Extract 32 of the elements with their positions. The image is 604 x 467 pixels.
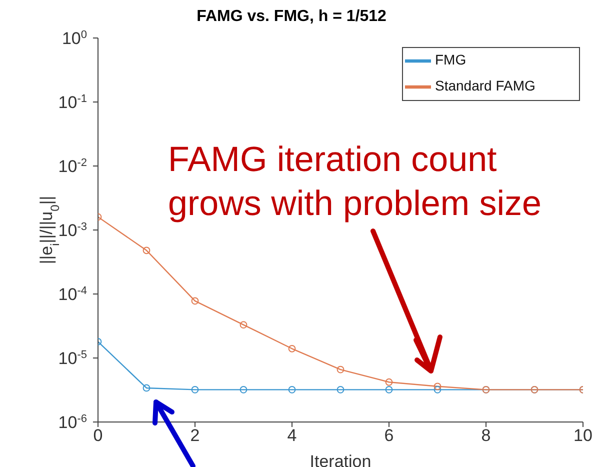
point	[240, 386, 248, 394]
annotation: FAMG iteration count grows with problem size	[168, 139, 542, 225]
point	[240, 321, 248, 329]
legend-label: FMG	[435, 52, 466, 68]
point	[288, 344, 296, 352]
x-tick-label: 0	[93, 426, 103, 446]
point	[142, 384, 150, 392]
x-tick-label: 8	[481, 426, 491, 446]
x-tick-label: 4	[287, 426, 297, 446]
point	[142, 246, 150, 254]
point	[336, 386, 344, 394]
chart-title: FAMG vs. FMG, h = 1/512	[196, 8, 388, 26]
x-tick-label: 10	[574, 426, 592, 446]
y-tick-label: 10$^{0}$	[62, 29, 87, 48]
x-tick-label: 6	[384, 426, 394, 446]
legend-label: Standard FAMG	[435, 78, 536, 94]
point	[434, 386, 442, 394]
x-axis-title: Iteration	[310, 452, 372, 467]
y-tick-label: 10$^{-5}$	[58, 349, 87, 368]
x-tick-label: 2	[190, 426, 200, 446]
y-tick-label: 10$^{-6}$	[58, 413, 87, 432]
point	[336, 366, 344, 374]
y-tick-label: 10$^{-1}$	[58, 93, 87, 112]
point	[385, 386, 393, 394]
point	[434, 382, 442, 390]
y-tick-label: 10$^{-4}$	[58, 285, 87, 304]
point	[288, 386, 296, 394]
point	[191, 386, 199, 394]
y-tick-label: 10$^{-2}$	[58, 157, 87, 176]
y-tick-label: 10$^{-3}$	[58, 221, 87, 240]
point	[385, 378, 393, 386]
point	[191, 297, 199, 305]
